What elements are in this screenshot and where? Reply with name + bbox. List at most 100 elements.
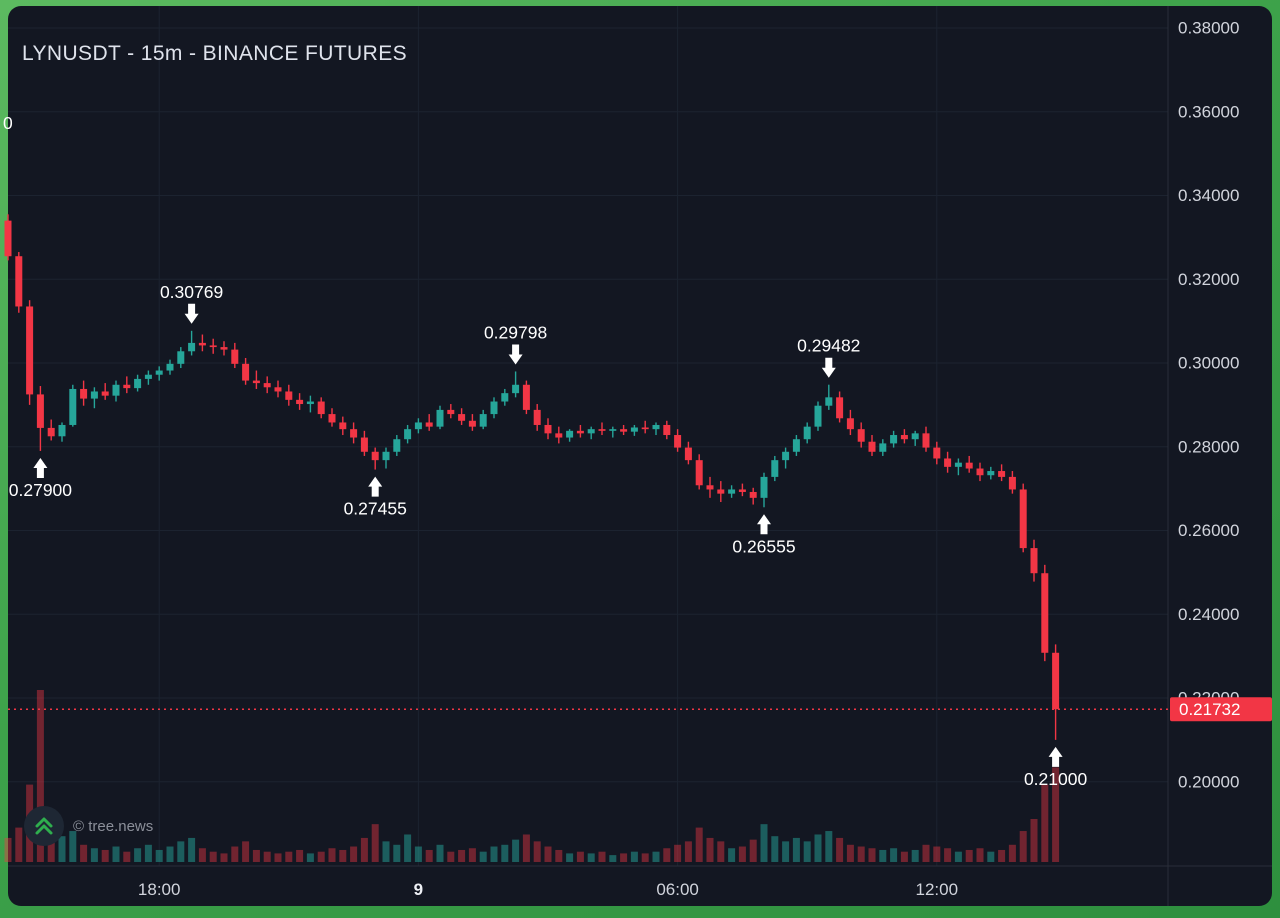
arrow-up-icon xyxy=(368,476,383,497)
candle-body xyxy=(717,489,725,494)
candle-body xyxy=(641,427,649,430)
price-axis-label[interactable]: 0.28000 xyxy=(1178,437,1239,456)
candle-body xyxy=(447,409,455,415)
candle-body xyxy=(587,429,595,434)
volume-bar xyxy=(80,844,88,862)
volume-bar xyxy=(771,836,779,862)
candle-body xyxy=(749,491,757,498)
volume-bar xyxy=(825,831,833,862)
volume-bar xyxy=(652,851,660,862)
price-axis-label[interactable]: 0.20000 xyxy=(1178,772,1239,791)
price-axis-label[interactable]: 0.34000 xyxy=(1178,186,1239,205)
candle-body xyxy=(598,429,606,431)
volume-bar xyxy=(674,844,682,862)
volume-bar xyxy=(447,851,455,862)
volume-bar xyxy=(123,851,131,862)
volume-bar xyxy=(90,848,98,862)
arrow-down-icon xyxy=(821,357,836,378)
candle-body xyxy=(425,422,433,427)
price-axis-label[interactable]: 0.24000 xyxy=(1178,605,1239,624)
volume-bar xyxy=(296,849,304,862)
candle-body xyxy=(652,424,660,430)
candle-body xyxy=(90,391,98,399)
candle-body xyxy=(209,345,217,348)
price-axis-label[interactable]: 0.30000 xyxy=(1178,354,1239,373)
volume-bar xyxy=(501,844,509,862)
candle-body xyxy=(382,451,390,461)
time-axis-label[interactable]: 12:00 xyxy=(916,880,959,899)
volume-bar xyxy=(544,846,552,862)
candle-body xyxy=(760,476,768,498)
volume-bar xyxy=(598,851,606,862)
candle-body xyxy=(166,363,174,371)
last-price-label: 0.21732 xyxy=(1179,700,1240,719)
volume-bar xyxy=(803,841,811,862)
price-axis-label[interactable]: 0.38000 xyxy=(1178,19,1239,38)
candle-body xyxy=(706,485,714,490)
volume-bar xyxy=(922,844,930,862)
volume-bar xyxy=(760,824,768,862)
volume-bar xyxy=(209,851,217,862)
candle-body xyxy=(36,394,44,428)
candle-body xyxy=(393,439,401,452)
volume-bar xyxy=(306,853,314,862)
volume-bar xyxy=(792,837,800,862)
volume-bar xyxy=(954,851,962,862)
candle-body xyxy=(479,414,487,427)
candle-body xyxy=(555,433,563,438)
volume-bar xyxy=(620,853,628,862)
volume-bar xyxy=(58,836,66,862)
volume-bar xyxy=(155,849,163,862)
candle-body xyxy=(695,460,703,486)
candle-body xyxy=(155,370,163,375)
candle-body xyxy=(544,424,552,434)
price-axis-label[interactable]: 0.36000 xyxy=(1178,102,1239,121)
candle-body xyxy=(782,451,790,461)
candle-body xyxy=(252,380,260,384)
volume-bar xyxy=(555,849,563,862)
candle-body xyxy=(15,256,23,307)
price-axis-label[interactable]: 0.26000 xyxy=(1178,521,1239,540)
volume-bar xyxy=(976,848,984,862)
volume-bar xyxy=(576,851,584,862)
watermark-text: © tree.news xyxy=(73,817,154,835)
volume-bar xyxy=(782,841,790,862)
volume-bar xyxy=(879,849,887,862)
price-axis-label[interactable]: 0.32000 xyxy=(1178,270,1239,289)
volume-bar xyxy=(220,853,228,862)
candle-body xyxy=(144,374,152,379)
volume-bar xyxy=(609,855,617,862)
candle-body xyxy=(242,363,250,381)
candle-body xyxy=(112,384,120,396)
candle-body xyxy=(933,447,941,459)
candle-body xyxy=(198,342,206,346)
candle-body xyxy=(80,388,88,399)
volume-bar xyxy=(69,831,77,862)
volume-bar xyxy=(382,841,390,862)
candle-body xyxy=(101,391,109,396)
volume-bar xyxy=(533,841,541,862)
candle-body xyxy=(1030,548,1038,574)
volume-bar xyxy=(425,849,433,862)
time-axis-label[interactable]: 9 xyxy=(414,880,423,899)
volume-bar xyxy=(360,837,368,862)
candle-body xyxy=(684,447,692,461)
volume-bar xyxy=(998,849,1006,862)
candle-body xyxy=(663,424,671,436)
candle-body xyxy=(576,430,584,434)
candle-body xyxy=(123,384,131,389)
candle-body xyxy=(836,397,844,419)
candle-body xyxy=(360,437,368,452)
time-axis-label[interactable]: 06:00 xyxy=(656,880,699,899)
candle-body xyxy=(944,458,952,467)
volume-bar xyxy=(468,848,476,862)
candle-body xyxy=(674,435,682,448)
volume-bar xyxy=(1030,819,1038,862)
candle-body xyxy=(47,427,55,437)
volume-bar xyxy=(198,848,206,862)
candle-body xyxy=(630,427,638,432)
time-axis-label[interactable]: 18:00 xyxy=(138,880,181,899)
candle-body xyxy=(177,351,185,364)
volume-bar xyxy=(868,848,876,862)
